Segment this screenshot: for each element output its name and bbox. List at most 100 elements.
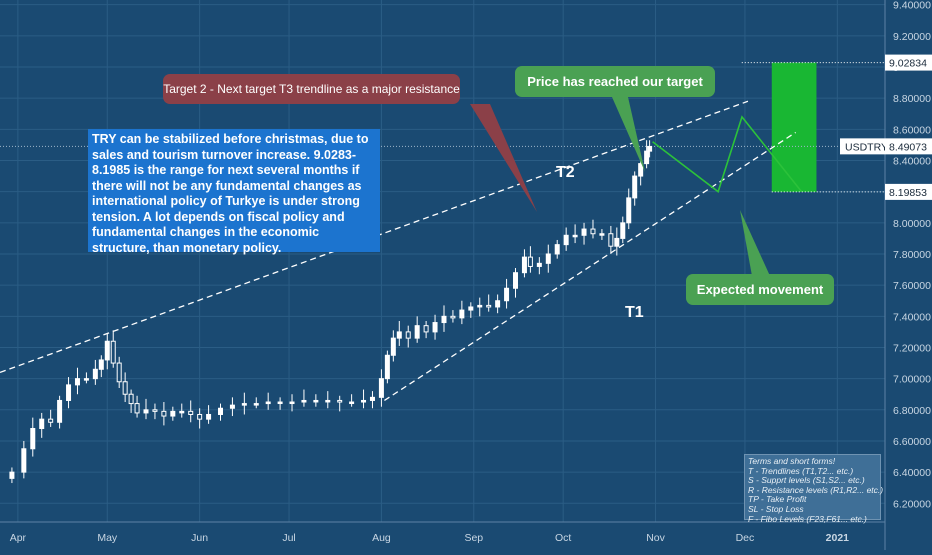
candle-body <box>92 368 98 380</box>
time-tick-label: Dec <box>736 532 755 544</box>
candle-body <box>21 448 27 473</box>
candle-body <box>614 237 620 247</box>
candle-body <box>116 362 122 383</box>
expected-movement-callout[interactable]: Expected movement <box>686 274 834 305</box>
price-tick-label: 7.00000 <box>893 374 931 386</box>
candle-series <box>9 140 653 484</box>
candle-body <box>161 410 167 417</box>
candle-body <box>632 175 638 199</box>
candle-body <box>626 197 632 224</box>
time-tick-label: Jul <box>282 532 295 544</box>
candle-body <box>390 337 396 356</box>
candle-body <box>572 234 578 238</box>
candle-body <box>143 409 149 414</box>
candle-body <box>647 145 653 152</box>
candle-body <box>110 340 116 364</box>
candle-body <box>527 256 533 267</box>
candle-body <box>513 272 519 289</box>
analysis-note[interactable]: TRY can be stabilized before christmas, … <box>88 129 380 255</box>
price-label-low: 8.19853 <box>889 187 927 199</box>
candle-body <box>57 399 63 423</box>
candle-body <box>218 407 224 415</box>
candle-body <box>521 256 527 274</box>
candle-body <box>581 228 587 236</box>
candle-body <box>206 413 212 420</box>
target-reached-callout[interactable]: Price has reached our target <box>515 66 715 97</box>
candle-body <box>468 306 474 311</box>
price-tick-label: 7.40000 <box>893 311 931 323</box>
terms-line: T - Trendlines (T1,T2... etc.) <box>748 465 854 476</box>
terms-line: R - Resistance levels (R1,R2... etc.) <box>748 484 884 495</box>
candle-body <box>414 325 420 339</box>
price-label-current: 8.49073 <box>889 141 927 153</box>
candle-body <box>405 331 411 339</box>
candle-body <box>301 399 307 403</box>
candle-body <box>459 309 465 319</box>
price-label-box <box>885 54 932 71</box>
price-label-box <box>885 138 932 155</box>
candle-body <box>188 410 194 415</box>
candle-body <box>384 354 390 380</box>
price-tick-label: 8.00000 <box>893 218 931 230</box>
candle-body <box>644 150 650 165</box>
candle-body <box>638 163 644 177</box>
time-tick-label: Sep <box>464 532 483 544</box>
time-tick-label: 2021 <box>826 532 850 544</box>
trendline-label-t2: T2 <box>556 164 575 181</box>
candle-body <box>486 304 492 308</box>
candle-body <box>378 378 384 398</box>
terms-legend[interactable]: Terms and short forms! T - Trendlines (T… <box>744 454 884 523</box>
terms-line: F - Fibo Levels (F23,F61... etc.) <box>748 513 867 524</box>
time-tick-label: Apr <box>10 532 27 544</box>
candle-body <box>349 401 355 405</box>
target-range-box <box>771 62 817 192</box>
candle-body <box>128 393 134 405</box>
trendline-label-t1: T1 <box>625 304 644 321</box>
candle-body <box>563 234 569 246</box>
candle-body <box>134 403 140 414</box>
candle-body <box>495 300 501 308</box>
price-tick-label: 9.40000 <box>893 0 931 12</box>
candle-body <box>432 322 438 333</box>
price-tick-label: 7.80000 <box>893 249 931 261</box>
candle-body <box>66 384 72 401</box>
price-tick-label: 8.80000 <box>893 93 931 105</box>
candle-body <box>590 228 596 235</box>
candle-body <box>152 409 158 412</box>
price-tick-label: 7.60000 <box>893 280 931 292</box>
candle-body <box>9 471 15 479</box>
candle-body <box>325 399 331 403</box>
expected-movement-line <box>652 115 803 193</box>
candle-body <box>253 403 259 406</box>
symbol-label-box <box>840 138 885 155</box>
price-axis: 6.20000 6.40000 6.60000 6.80000 7.00000 7.200… <box>840 0 932 550</box>
terms-line: S - Supprt levels (S1,S2... etc.) <box>748 475 865 486</box>
price-tick-label: 6.80000 <box>893 405 931 417</box>
candle-body <box>39 418 45 430</box>
candle-body <box>608 233 614 247</box>
symbol-label: USDTRY <box>845 141 888 153</box>
candle-body <box>83 378 89 381</box>
time-tick-label: May <box>97 532 118 544</box>
candle-body <box>369 396 375 401</box>
candle-body <box>170 410 176 417</box>
candle-body <box>122 381 128 395</box>
candle-body <box>104 340 110 361</box>
time-tick-label: Aug <box>372 532 391 544</box>
candle-body <box>98 359 104 370</box>
callout-tails <box>470 97 770 276</box>
candle-body <box>450 315 456 319</box>
terms-line: SL - Stop Loss <box>748 503 804 514</box>
candle-body <box>396 331 402 339</box>
candle-body <box>241 403 247 406</box>
target2-callout[interactable]: Target 2 - Next target T3 trendline as a… <box>163 74 460 104</box>
candle-body <box>536 262 542 267</box>
candle-body <box>599 233 605 236</box>
candle-body <box>313 399 319 403</box>
candle-body <box>48 418 54 423</box>
candle-body <box>423 325 429 333</box>
candle-body <box>441 315 447 324</box>
candle-body <box>545 253 551 264</box>
candle-body <box>620 222 626 239</box>
